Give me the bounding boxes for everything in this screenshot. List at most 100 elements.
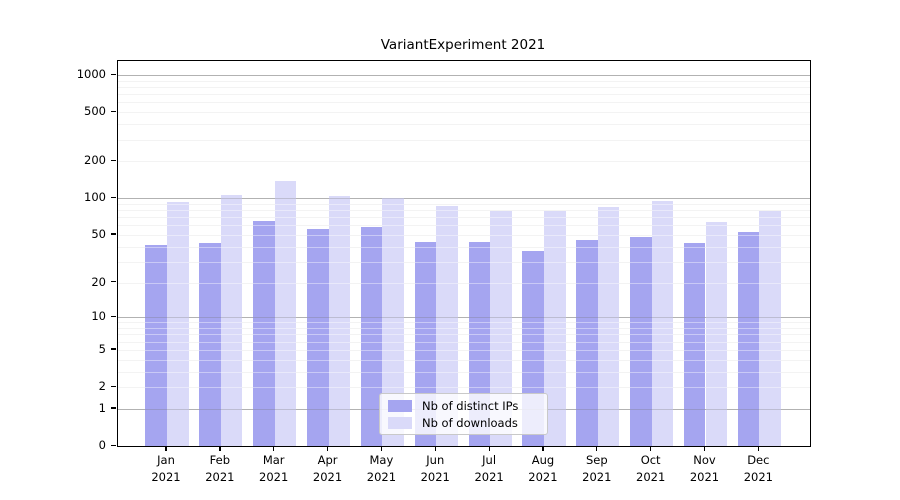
minor-gridline	[118, 225, 810, 227]
y-tick-mark	[111, 196, 116, 198]
minor-gridline	[118, 86, 810, 88]
x-tick-mark	[703, 446, 706, 452]
major-gridline	[118, 317, 810, 319]
bars-layer	[118, 61, 810, 446]
minor-gridline	[118, 246, 810, 248]
minor-gridline	[118, 161, 810, 163]
x-tick-label: Nov 2021	[689, 453, 720, 484]
y-tick-mark	[111, 110, 116, 112]
y-tick-mark	[111, 73, 116, 75]
minor-gridline	[118, 359, 810, 361]
major-gridline	[118, 198, 810, 200]
legend-swatch-downloads	[388, 416, 412, 429]
x-tick-mark	[165, 446, 167, 452]
minor-gridline	[118, 80, 810, 82]
x-tick-mark	[650, 446, 652, 452]
minor-gridline	[118, 328, 810, 329]
major-gridline	[118, 75, 810, 76]
y-tick-mark	[111, 159, 116, 161]
bar-downloads	[543, 211, 566, 446]
x-tick-label: Dec 2021	[743, 453, 773, 484]
minor-gridline	[118, 334, 810, 336]
minor-gridline	[118, 161, 810, 163]
bar-downloads	[705, 221, 728, 446]
y-tick-mark	[111, 281, 116, 283]
minor-gridline	[118, 282, 810, 284]
y-tick-label: 200	[84, 153, 106, 168]
x-tick-mark	[273, 446, 275, 452]
bar-distinct-ips	[145, 245, 167, 446]
gridlines-under	[118, 61, 810, 446]
x-tick-label: Feb 2021	[205, 453, 235, 484]
minor-gridline	[118, 124, 810, 126]
minor-gridline	[118, 210, 810, 212]
x-tick-mark	[488, 446, 490, 452]
bar-downloads	[274, 181, 297, 446]
minor-gridline	[118, 94, 810, 96]
bar-downloads	[597, 206, 620, 446]
bar-distinct-ips	[683, 242, 706, 446]
y-tick-label: 1	[98, 400, 106, 415]
minor-gridline	[118, 334, 810, 336]
minor-gridline	[118, 341, 810, 343]
major-gridline	[118, 198, 810, 200]
x-tick-mark	[326, 446, 329, 452]
bar-distinct-ips	[253, 221, 275, 446]
bar-distinct-ips	[306, 228, 329, 446]
x-tick-label: Sep 2021	[582, 453, 612, 484]
bar-distinct-ips	[199, 242, 221, 446]
minor-gridline	[118, 203, 810, 205]
y-tick-mark	[111, 315, 116, 318]
minor-gridline	[118, 387, 810, 388]
minor-gridline	[118, 139, 810, 141]
minor-gridline	[118, 112, 810, 114]
legend-label-distinct-ips: Nb of distinct IPs	[422, 398, 519, 413]
x-tick-mark	[434, 446, 436, 452]
bar-downloads	[167, 202, 189, 446]
minor-gridline	[118, 246, 810, 248]
x-tick-label: Apr 2021	[312, 453, 343, 484]
bar-downloads	[759, 210, 781, 446]
minor-gridline	[118, 210, 810, 212]
minor-gridline	[118, 139, 810, 141]
bar-downloads	[328, 195, 351, 446]
x-tick-label: Jul 2021	[474, 453, 504, 484]
legend-label-downloads: Nb of downloads	[422, 415, 518, 430]
minor-gridline	[118, 349, 810, 351]
y-tick-mark	[111, 385, 116, 387]
y-tick-mark	[111, 407, 116, 409]
minor-gridline	[118, 225, 810, 227]
x-tick-mark	[596, 446, 598, 452]
minor-gridline	[118, 217, 810, 219]
x-tick-label: Oct 2021	[636, 453, 666, 484]
bar-downloads	[436, 205, 458, 446]
minor-gridline	[118, 282, 810, 284]
minor-gridline	[118, 359, 810, 361]
x-tick-label: Aug 2021	[528, 453, 558, 484]
y-tick-mark	[111, 444, 116, 446]
x-tick-mark	[219, 446, 221, 452]
bar-distinct-ips	[737, 231, 760, 446]
minor-gridline	[118, 203, 810, 205]
minor-gridline	[118, 80, 810, 82]
legend-row: Nb of downloads	[388, 416, 539, 430]
minor-gridline	[118, 371, 810, 373]
legend-row: Nb of distinct IPs	[388, 399, 539, 413]
minor-gridline	[118, 322, 810, 324]
y-tick-label: 50	[91, 226, 106, 241]
minor-gridline	[118, 112, 810, 114]
x-tick-label: Mar 2021	[259, 453, 289, 484]
y-tick-label: 10	[91, 309, 106, 324]
minor-gridline	[118, 102, 810, 104]
bar-distinct-ips	[630, 237, 652, 446]
y-tick-mark	[111, 233, 116, 235]
legend-swatch-distinct-ips	[388, 399, 412, 412]
legend: Nb of distinct IPs Nb of downloads	[379, 393, 548, 435]
minor-gridline	[118, 341, 810, 343]
y-tick-label: 2	[98, 379, 106, 393]
y-tick-label: 5	[98, 341, 106, 356]
y-tick-label: 0	[98, 438, 106, 452]
bar-downloads	[382, 197, 404, 446]
minor-gridline	[118, 217, 810, 219]
